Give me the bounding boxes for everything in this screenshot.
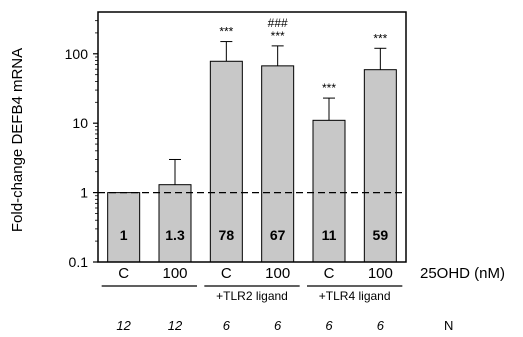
group-label: +TLR2 ligand <box>216 289 288 303</box>
bar <box>107 192 141 263</box>
y-tick-label: 0.1 <box>69 254 89 270</box>
n-value: 6 <box>377 318 385 333</box>
y-axis: 0.1 1 10 100 <box>65 20 98 270</box>
bar-value-label: 78 <box>219 227 235 243</box>
significance-label: ### <box>268 16 288 30</box>
bar <box>158 184 192 263</box>
x-axis-labels: C 100 C 100 C 100 <box>118 265 393 282</box>
group-brackets: +TLR2 ligand +TLR4 ligand <box>101 285 403 303</box>
bar <box>312 119 346 263</box>
plot-frame <box>97 11 407 263</box>
significance-labels: ***###********* <box>219 16 387 95</box>
significance-label: *** <box>219 25 233 39</box>
x-tick-label: 100 <box>162 265 187 282</box>
n-label: N <box>444 318 453 333</box>
bar-series <box>107 60 397 263</box>
x-tick-label: C <box>324 265 335 282</box>
n-row: 12 12 6 6 6 6 <box>116 318 384 333</box>
x-tick-label: C <box>118 265 129 282</box>
bar-value-label: 1 <box>120 227 128 243</box>
bar-value-label: 59 <box>373 227 389 243</box>
n-value: 12 <box>168 318 183 333</box>
x-unit-label: 25OHD (nM) <box>420 265 505 282</box>
n-value: 6 <box>325 318 333 333</box>
bar-value-labels: 1 1.3 78 67 11 59 <box>120 227 389 243</box>
bar-value-label: 1.3 <box>165 227 185 243</box>
y-tick-label: 10 <box>72 115 88 131</box>
n-value: 12 <box>116 318 131 333</box>
bar-value-label: 67 <box>270 227 286 243</box>
y-tick-label: 1 <box>80 185 88 201</box>
bar-value-label: 11 <box>322 227 337 243</box>
x-tick-label: 100 <box>265 265 290 282</box>
significance-label: *** <box>373 31 387 45</box>
plot-area: 1 1.3 78 67 11 59 ***###********* <box>97 11 407 263</box>
n-value: 6 <box>274 318 282 333</box>
group-label: +TLR4 ligand <box>319 289 391 303</box>
y-axis-title: Fold-change DEFB4 mRNA <box>9 48 26 232</box>
significance-label: *** <box>322 81 336 95</box>
x-tick-label: 100 <box>368 265 393 282</box>
y-tick-label: 100 <box>65 46 89 62</box>
x-tick-label: C <box>221 265 232 282</box>
error-bars <box>169 41 387 185</box>
significance-label: *** <box>271 29 285 43</box>
n-value: 6 <box>223 318 231 333</box>
bar <box>209 60 243 263</box>
